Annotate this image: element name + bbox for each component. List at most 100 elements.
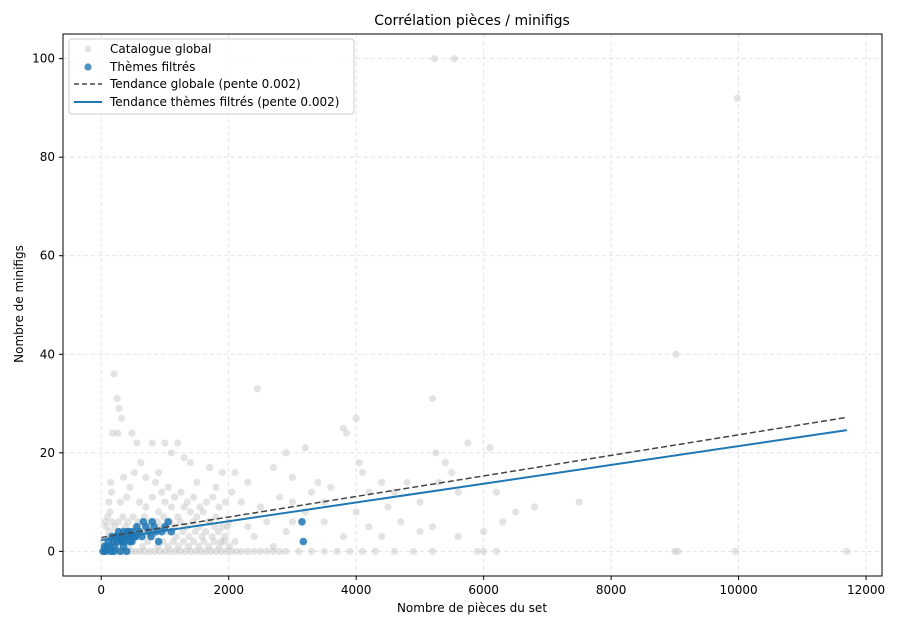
global-data-point <box>107 488 116 496</box>
global-data-point <box>202 547 210 555</box>
global-data-point <box>190 537 198 546</box>
global-data-point <box>191 547 200 555</box>
global-data-point <box>137 459 145 467</box>
global-data-point <box>169 537 177 546</box>
global-data-point <box>511 508 520 516</box>
global-data-point <box>409 547 418 555</box>
global-data-point <box>269 542 277 551</box>
x-tick-label: 4000 <box>341 583 372 597</box>
x-axis-label: Nombre de pièces du set <box>397 601 547 615</box>
global-data-point <box>166 547 174 555</box>
global-data-point <box>731 547 740 555</box>
legend-label-global-trend: Tendance globale (pente 0.002) <box>109 77 301 91</box>
y-tick-label: 80 <box>40 150 55 164</box>
global-data-point <box>196 503 204 511</box>
global-data-point <box>156 547 164 555</box>
global-data-point <box>174 439 182 447</box>
y-tick-label: 60 <box>40 249 55 263</box>
global-data-point <box>186 459 195 467</box>
x-tick-label: 0 <box>97 583 105 597</box>
global-data-point <box>531 503 539 511</box>
global-data-point <box>161 547 169 555</box>
global-data-point <box>429 547 437 555</box>
global-data-point <box>288 498 297 506</box>
legend-box <box>68 38 355 115</box>
global-data-point <box>174 513 182 521</box>
global-data-point <box>218 523 226 531</box>
global-data-point <box>244 478 252 486</box>
global-data-point <box>390 547 399 555</box>
global-data-point <box>191 528 200 536</box>
y-axis-label: Nombre de minifigs <box>12 245 26 363</box>
global-data-point <box>263 518 271 526</box>
global-data-point <box>177 488 185 496</box>
global-data-point <box>167 449 175 457</box>
global-data-point <box>250 547 258 555</box>
global-data-point <box>209 493 217 501</box>
global-data-point <box>164 483 172 491</box>
global-data-point <box>339 532 348 541</box>
global-data-point <box>352 508 360 516</box>
series-filtered-points <box>99 518 308 556</box>
global-data-point <box>202 528 210 536</box>
y-tick-label: 40 <box>40 347 55 361</box>
x-tick-label: 10000 <box>720 583 758 597</box>
global-data-point <box>155 508 163 516</box>
global-data-point <box>575 498 583 506</box>
global-data-point <box>237 498 246 506</box>
filtered-trend-line <box>101 429 848 542</box>
y-tick-label: 0 <box>47 544 55 558</box>
global-data-point <box>170 493 179 501</box>
global-data-point <box>307 547 316 555</box>
global-data-point <box>116 498 124 506</box>
global-data-point <box>135 498 144 506</box>
global-data-point <box>429 395 437 403</box>
global-data-point <box>106 508 114 516</box>
global-data-point <box>171 547 179 555</box>
global-data-point <box>109 429 117 437</box>
global-data-point <box>486 444 494 452</box>
global-data-point <box>210 537 218 546</box>
global-data-point <box>180 454 188 462</box>
global-data-point <box>253 385 261 393</box>
global-data-point <box>214 528 223 536</box>
global-data-point <box>343 429 351 437</box>
global-data-point <box>183 498 191 506</box>
global-data-point <box>164 542 172 551</box>
global-data-point <box>733 94 741 102</box>
global-data-point <box>672 350 680 358</box>
global-data-point <box>199 508 207 516</box>
global-data-point <box>430 55 439 63</box>
global-data-point <box>320 547 328 555</box>
global-data-point <box>223 523 232 531</box>
global-data-point <box>119 513 127 521</box>
y-tick-label: 100 <box>32 52 55 66</box>
global-data-point <box>151 478 160 486</box>
global-data-point <box>346 547 354 555</box>
global-data-point <box>161 498 169 506</box>
global-data-point <box>221 532 229 541</box>
global-data-point <box>282 449 290 457</box>
global-data-point <box>352 414 360 422</box>
global-data-point <box>110 370 118 378</box>
legend-label-global: Catalogue global <box>110 42 211 56</box>
global-data-point <box>378 532 386 541</box>
global-data-point <box>104 513 112 521</box>
global-data-point <box>217 547 225 555</box>
global-data-point <box>250 532 258 541</box>
global-data-point <box>384 503 392 511</box>
y-axis-ticks: 0 20 40 60 80 100 <box>32 52 63 558</box>
global-data-point <box>227 547 235 555</box>
global-data-point <box>448 468 456 477</box>
global-data-point <box>197 547 205 555</box>
filtered-data-point <box>164 518 172 526</box>
global-data-point <box>132 547 140 555</box>
global-data-point <box>176 518 184 526</box>
global-data-point <box>464 439 472 447</box>
global-data-point <box>365 523 373 531</box>
global-data-point <box>397 518 405 526</box>
global-data-point <box>358 547 367 555</box>
global-data-point <box>288 518 297 526</box>
global-data-point <box>232 547 240 555</box>
